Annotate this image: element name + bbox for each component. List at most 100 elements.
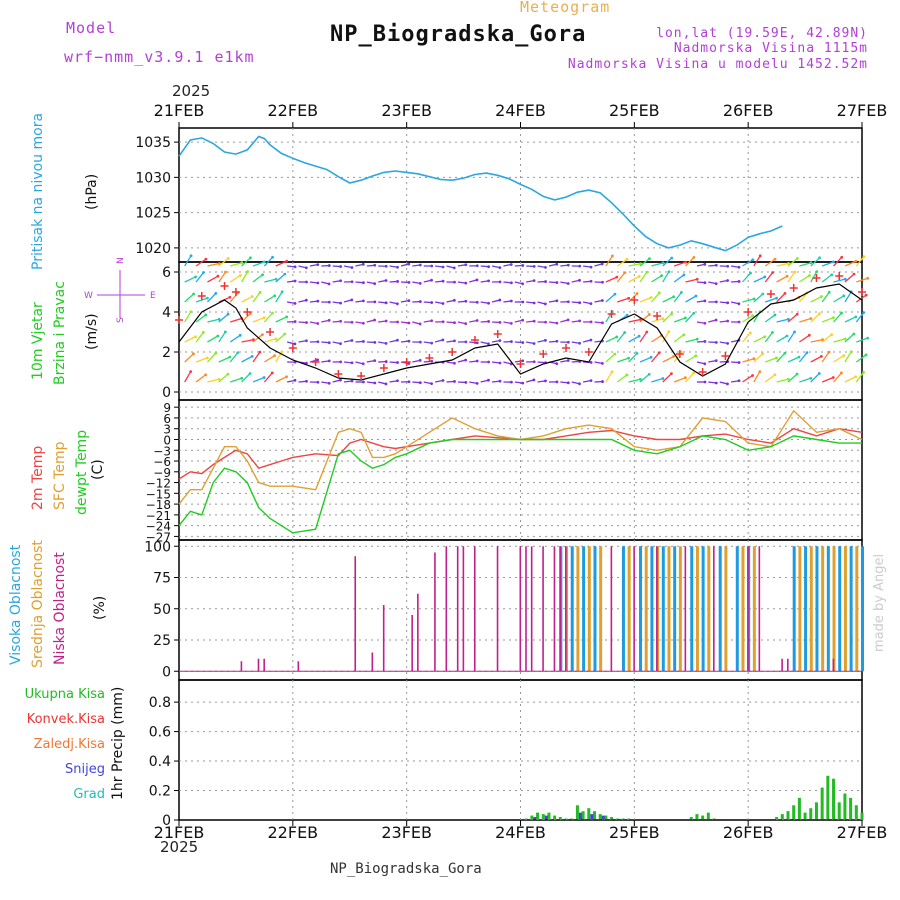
wind-arrow — [765, 357, 777, 363]
x-tick-label-top: 27FEB — [837, 101, 888, 120]
wind-arrow — [639, 296, 652, 303]
wind-arrow-head — [661, 317, 665, 321]
panel-frame-precip — [178, 679, 863, 821]
cloud-bar — [758, 546, 761, 672]
pressure-line — [178, 135, 783, 252]
wind-arrow-head — [670, 312, 673, 316]
wind-arrow-head — [578, 319, 582, 323]
wind-arrow — [844, 260, 857, 267]
cloud-bar — [417, 593, 419, 672]
cloud-bar — [473, 546, 476, 672]
temp-line-2 — [178, 435, 862, 534]
wind-arrow-head — [635, 292, 639, 295]
wind-arrow — [605, 276, 618, 283]
wind-arrow — [855, 312, 865, 323]
y-tick-label-temp: −3 — [153, 444, 171, 458]
cloud-bar — [627, 546, 631, 672]
wind-arrow — [207, 335, 219, 343]
wind-arrow-head — [703, 299, 707, 303]
wind-arrow-head — [418, 340, 422, 344]
wind-arrow-head — [786, 377, 790, 381]
wind-arrow-head — [601, 321, 604, 325]
wind-arrow-head — [751, 314, 755, 318]
wind-arrow — [229, 274, 241, 283]
wind-arrow-head — [684, 316, 687, 320]
wind-arrow — [844, 333, 855, 343]
wind-arrow-head — [305, 280, 308, 284]
wind-arrow-head — [775, 296, 778, 300]
wind-arrow — [798, 352, 808, 363]
y-tick-label-temp: −24 — [146, 520, 171, 534]
y-tick-label-temp: 3 — [163, 423, 171, 437]
wind-arrow-head — [667, 330, 671, 334]
wind-arrow-head — [786, 262, 790, 265]
wind-arrow — [799, 274, 810, 283]
wind-arrow-head — [441, 302, 445, 305]
wind-arrow-head — [280, 290, 284, 294]
wind-arrow-head — [316, 340, 320, 344]
wind-arrow-head — [566, 381, 570, 385]
wind-arrow-head — [785, 274, 789, 278]
wind-arrow-head — [226, 372, 230, 376]
cloud-bar — [678, 546, 682, 672]
wind-arrow-head — [555, 281, 559, 284]
wind-arrow — [856, 337, 868, 343]
wind-arrow — [662, 271, 670, 283]
wind-arrow-head — [566, 359, 570, 362]
wind-arrow-head — [418, 381, 422, 385]
cloud-bar — [542, 546, 544, 672]
compass-south: S — [116, 317, 126, 323]
wind-arrow-head — [864, 353, 868, 357]
precip-bar — [695, 814, 699, 820]
wind-arrow-head — [248, 256, 252, 260]
cloud-bar — [496, 546, 499, 672]
wind-arrow — [264, 278, 277, 283]
wind-arrow-head — [217, 317, 221, 321]
wind-arrow-head — [487, 378, 490, 382]
wind-arrow-head — [532, 378, 536, 382]
wind-arrow — [605, 336, 618, 343]
wind-arrow-head — [430, 382, 433, 386]
wind-arrow-head — [261, 333, 264, 337]
wind-arrow — [616, 272, 626, 283]
wind-arrow — [855, 372, 865, 383]
wind-arrow-head — [316, 358, 320, 362]
wind-arrow — [218, 356, 231, 363]
wind-arrow — [263, 312, 273, 323]
wind-arrow-head — [316, 281, 320, 285]
wind-arrow-head — [285, 375, 288, 379]
wind-arrow — [810, 313, 820, 323]
wind-arrow — [833, 338, 846, 343]
wind-arrow-head — [217, 377, 221, 381]
wind-arrow-head — [827, 350, 831, 354]
cloud-bar — [815, 546, 819, 672]
precip-bar — [832, 778, 836, 820]
wind-arrow — [855, 256, 865, 267]
wind-arrow — [230, 317, 242, 323]
wind-arrow-head — [487, 279, 490, 283]
y-tick-label-temp: 6 — [163, 412, 171, 426]
wind-arrow-head — [464, 281, 468, 285]
precip-bar — [536, 812, 540, 820]
wind-arrow-head — [589, 379, 593, 383]
wind-arrow — [662, 331, 670, 343]
cloud-bar — [462, 546, 465, 672]
cloud-bar — [798, 546, 802, 672]
precip-bar — [826, 775, 830, 820]
wind-arrow-head — [625, 257, 629, 261]
wind-arrow — [218, 271, 227, 283]
wind-arrow-head — [637, 334, 641, 338]
wind-arrow-head — [852, 272, 856, 276]
wind-arrow-head — [201, 331, 205, 334]
wind-arrow-head — [793, 270, 797, 274]
wind-arrow-head — [475, 278, 479, 282]
wind-arrow — [810, 295, 822, 303]
wind-arrow — [616, 374, 628, 383]
wind-arrow-head — [283, 332, 287, 336]
wind-arrow-head — [748, 331, 752, 335]
wind-arrow-head — [339, 279, 342, 283]
wind-arrow-head — [441, 279, 445, 283]
wind-arrow — [651, 318, 664, 323]
wind-arrow-head — [862, 255, 866, 259]
wind-arrow — [662, 355, 674, 363]
